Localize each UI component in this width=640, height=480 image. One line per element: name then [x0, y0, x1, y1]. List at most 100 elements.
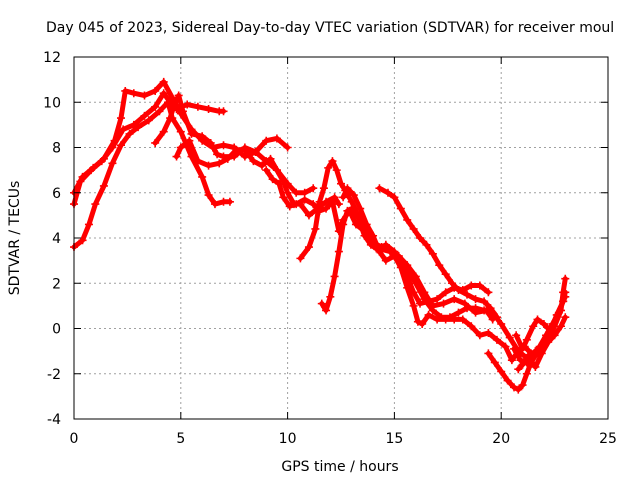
- data-point: [381, 256, 390, 265]
- data-point: [176, 127, 185, 136]
- data-point: [296, 254, 305, 263]
- chart-title: Day 045 of 2023, Sidereal Day-to-day VTE…: [46, 20, 614, 36]
- data-point: [349, 191, 358, 200]
- data-point: [125, 129, 134, 138]
- data-point: [505, 333, 514, 342]
- data-point: [537, 349, 546, 358]
- data-point: [283, 188, 292, 197]
- data-point: [522, 335, 531, 344]
- data-point: [330, 272, 339, 281]
- data-point: [204, 191, 213, 200]
- data-point: [416, 234, 425, 242]
- axes: [73, 56, 609, 420]
- series-track-3: [70, 98, 234, 252]
- data-point: [144, 116, 153, 125]
- data-point: [140, 91, 149, 100]
- data-point: [507, 356, 516, 365]
- data-point: [219, 141, 228, 150]
- data-point: [484, 329, 493, 338]
- data-point: [561, 292, 570, 301]
- data-point: [343, 206, 352, 215]
- data-point: [170, 100, 179, 109]
- data-point: [428, 306, 437, 315]
- data-point: [450, 295, 459, 304]
- data-point: [418, 319, 427, 328]
- data-point: [134, 123, 143, 132]
- series-track-13: [514, 313, 570, 374]
- data-point: [215, 159, 224, 168]
- data-point: [166, 114, 175, 123]
- data-point: [232, 145, 241, 154]
- series-line: [71, 99, 233, 250]
- data-point: [91, 200, 100, 209]
- data-point: [272, 166, 281, 175]
- x-tick-labels: 0 5 10 15 20 25: [70, 431, 617, 447]
- data-point: [151, 102, 160, 111]
- data-point: [178, 107, 187, 116]
- data-point: [315, 197, 324, 206]
- data-point: [471, 295, 480, 304]
- data-point: [343, 184, 352, 193]
- data-point: [210, 200, 219, 209]
- data-point: [542, 331, 551, 340]
- data-point: [403, 283, 412, 292]
- data-point: [159, 77, 168, 86]
- data-point: [319, 184, 328, 193]
- data-point: [448, 279, 457, 288]
- data-point: [285, 202, 294, 211]
- x-tick-label: 0: [70, 431, 79, 447]
- data-point: [484, 288, 493, 297]
- data-point: [497, 319, 506, 328]
- data-point: [441, 315, 450, 324]
- series-line: [71, 90, 226, 207]
- data-point: [463, 304, 472, 313]
- y-tick-label: 10: [43, 95, 61, 111]
- data-point: [292, 200, 301, 209]
- data-point: [328, 157, 337, 166]
- data-point: [140, 111, 149, 120]
- series-line: [513, 294, 568, 352]
- data-point: [262, 166, 271, 175]
- data-point: [366, 240, 375, 249]
- data-point: [330, 193, 339, 202]
- data-point: [409, 224, 418, 233]
- data-point: [108, 159, 117, 168]
- data-point: [531, 362, 540, 371]
- data-point: [529, 351, 538, 360]
- data-point: [151, 138, 160, 147]
- y-tick-label: 4: [52, 231, 61, 247]
- data-point: [339, 193, 348, 202]
- data-point: [475, 331, 484, 340]
- data-point: [492, 335, 501, 344]
- data-point: [163, 98, 172, 107]
- y-tick-label: 0: [52, 322, 61, 338]
- data-point: [283, 143, 292, 152]
- data-point: [360, 231, 369, 240]
- data-point: [347, 204, 356, 213]
- data-point: [424, 297, 433, 306]
- data-point: [174, 91, 183, 100]
- data-point: [304, 211, 313, 220]
- data-point: [159, 89, 168, 98]
- data-point: [514, 385, 523, 394]
- data-point: [403, 215, 412, 224]
- data-point: [561, 274, 570, 283]
- y-tick-label: 6: [52, 186, 61, 202]
- data-point: [463, 290, 472, 299]
- x-axis-label: GPS time / hours: [281, 459, 398, 475]
- data-point: [375, 184, 384, 193]
- data-point: [424, 310, 433, 319]
- data-point: [240, 145, 249, 154]
- data-point: [396, 204, 405, 213]
- data-point: [396, 263, 405, 272]
- data-point: [416, 299, 425, 308]
- data-point: [187, 129, 196, 138]
- data-point: [552, 310, 561, 319]
- series-track-9: [375, 184, 501, 322]
- data-point: [89, 163, 98, 172]
- x-tick-label: 5: [176, 431, 185, 447]
- data-point: [225, 197, 234, 206]
- data-point: [518, 360, 527, 369]
- data-point: [172, 152, 181, 161]
- data-series: [70, 77, 570, 394]
